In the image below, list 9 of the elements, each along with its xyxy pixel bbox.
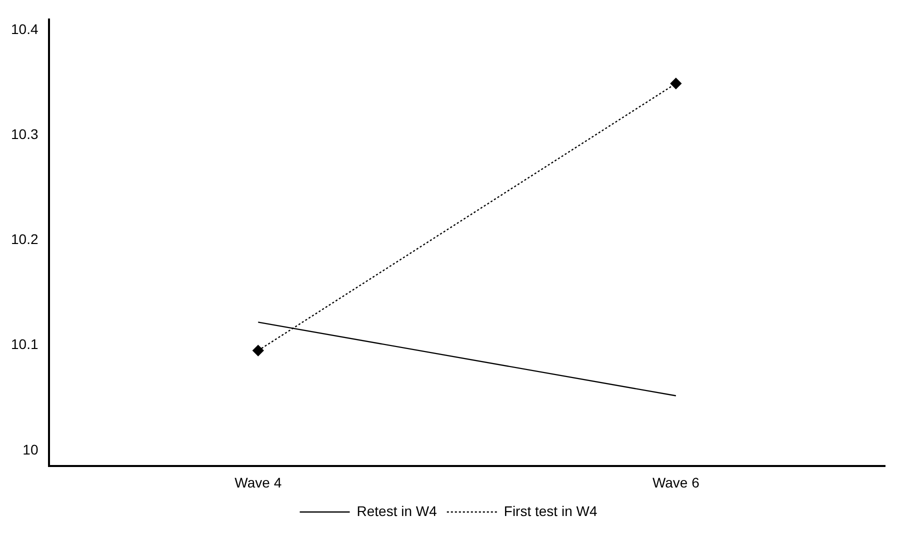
y-tick-label: 10.3 [11,126,38,142]
legend-label: First test in W4 [504,502,598,519]
x-tick-label: Wave 6 [652,474,700,490]
y-tick-label: 10.2 [11,231,38,248]
legend-label: Retest in W4 [356,502,438,519]
y-tick-label: 10.4 [11,20,38,37]
x-tick-label: Wave 4 [234,474,282,490]
y-tick-label: 10 [22,441,38,458]
y-tick-label: 10.1 [11,336,38,352]
